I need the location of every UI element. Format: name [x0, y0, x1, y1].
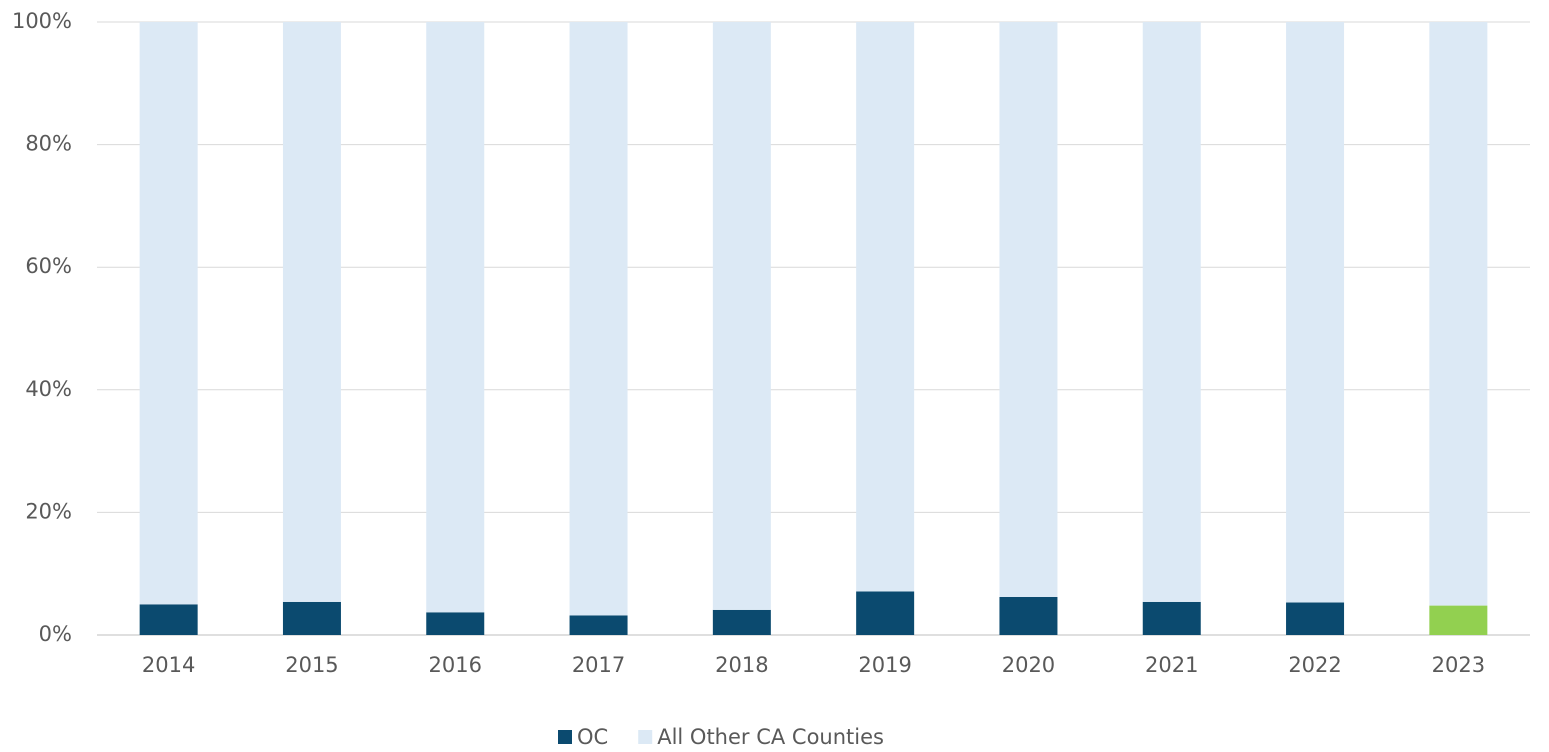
bar-segment: [1429, 605, 1488, 635]
x-tick-label: 2018: [715, 653, 768, 677]
bar-segment: [139, 604, 198, 635]
y-tick-label: 40%: [25, 377, 72, 401]
bar-segment: [569, 22, 628, 616]
bar-segment: [1142, 601, 1201, 635]
bar-segment: [712, 22, 771, 610]
y-tick-label: 100%: [12, 9, 72, 33]
bar-segment: [139, 22, 198, 605]
legend-label: All Other CA Counties: [657, 725, 884, 749]
x-tick-label: 2014: [142, 653, 195, 677]
bar-segment: [426, 22, 485, 613]
bar-segment: [1286, 22, 1345, 603]
bar-segment: [712, 609, 771, 635]
y-tick-label: 60%: [25, 254, 72, 278]
bar-segment: [856, 22, 915, 592]
legend-label: OC: [577, 725, 608, 749]
bar-segment: [282, 22, 341, 602]
y-tick-label: 0%: [39, 622, 72, 646]
bar-segment: [1286, 602, 1345, 635]
x-tick-label: 2017: [572, 653, 625, 677]
bar-segment: [426, 612, 485, 635]
legend-swatch: [558, 730, 572, 744]
x-tick-label: 2015: [285, 653, 338, 677]
bar-segment: [999, 22, 1058, 597]
bar-segment: [1142, 22, 1201, 602]
bar-segment: [856, 591, 915, 635]
x-tick-label: 2021: [1145, 653, 1198, 677]
x-tick-label: 2023: [1432, 653, 1485, 677]
bar-segment: [999, 596, 1058, 635]
bar-segment: [282, 601, 341, 635]
bar-segment: [569, 615, 628, 635]
x-tick-label: 2019: [858, 653, 911, 677]
x-tick-label: 2020: [1002, 653, 1055, 677]
y-tick-label: 20%: [25, 499, 72, 523]
bar-segment: [1429, 22, 1488, 606]
legend-swatch: [638, 730, 653, 744]
y-tick-label: 80%: [25, 132, 72, 156]
x-tick-label: 2016: [429, 653, 482, 677]
x-tick-label: 2022: [1288, 653, 1341, 677]
